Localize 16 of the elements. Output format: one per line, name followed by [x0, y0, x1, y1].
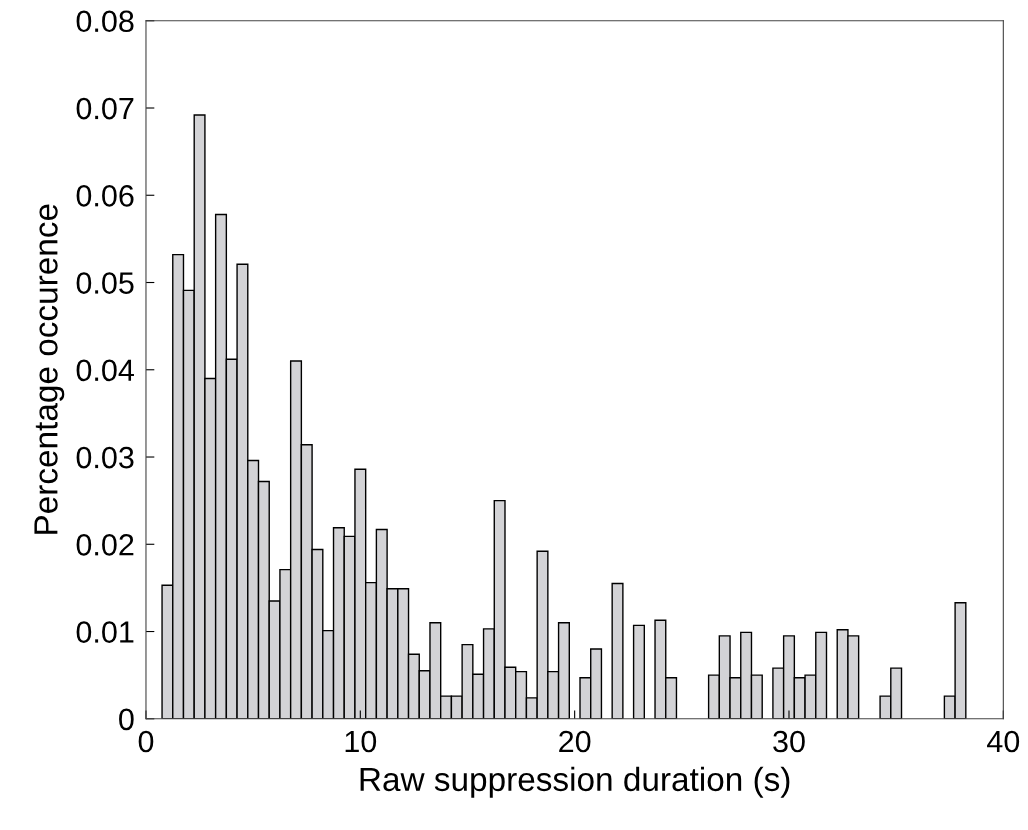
x-axis-title: Raw suppression duration (s): [360, 766, 790, 798]
x-tick-label: 10: [345, 730, 377, 753]
x-tick-label: 30: [773, 730, 805, 753]
y-tick-label: 0.01: [76, 621, 134, 643]
x-tick-label: 40: [987, 730, 1020, 753]
y-tick-label: 0.03: [76, 446, 134, 469]
y-tick-label: 0.06: [76, 184, 134, 207]
y-tick-label: 0.08: [76, 10, 134, 33]
y-tick-label: 0: [119, 708, 134, 731]
x-tick-label: 0: [138, 730, 154, 753]
y-tick-label: 0.02: [76, 534, 134, 556]
y-axis-title: Percentage occurence: [34, 204, 65, 534]
y-tick-label: 0.05: [76, 272, 134, 294]
y-tick-label: 0.07: [76, 97, 134, 120]
y-tick-label: 0.04: [76, 359, 134, 382]
x-tick-label: 20: [559, 730, 591, 753]
